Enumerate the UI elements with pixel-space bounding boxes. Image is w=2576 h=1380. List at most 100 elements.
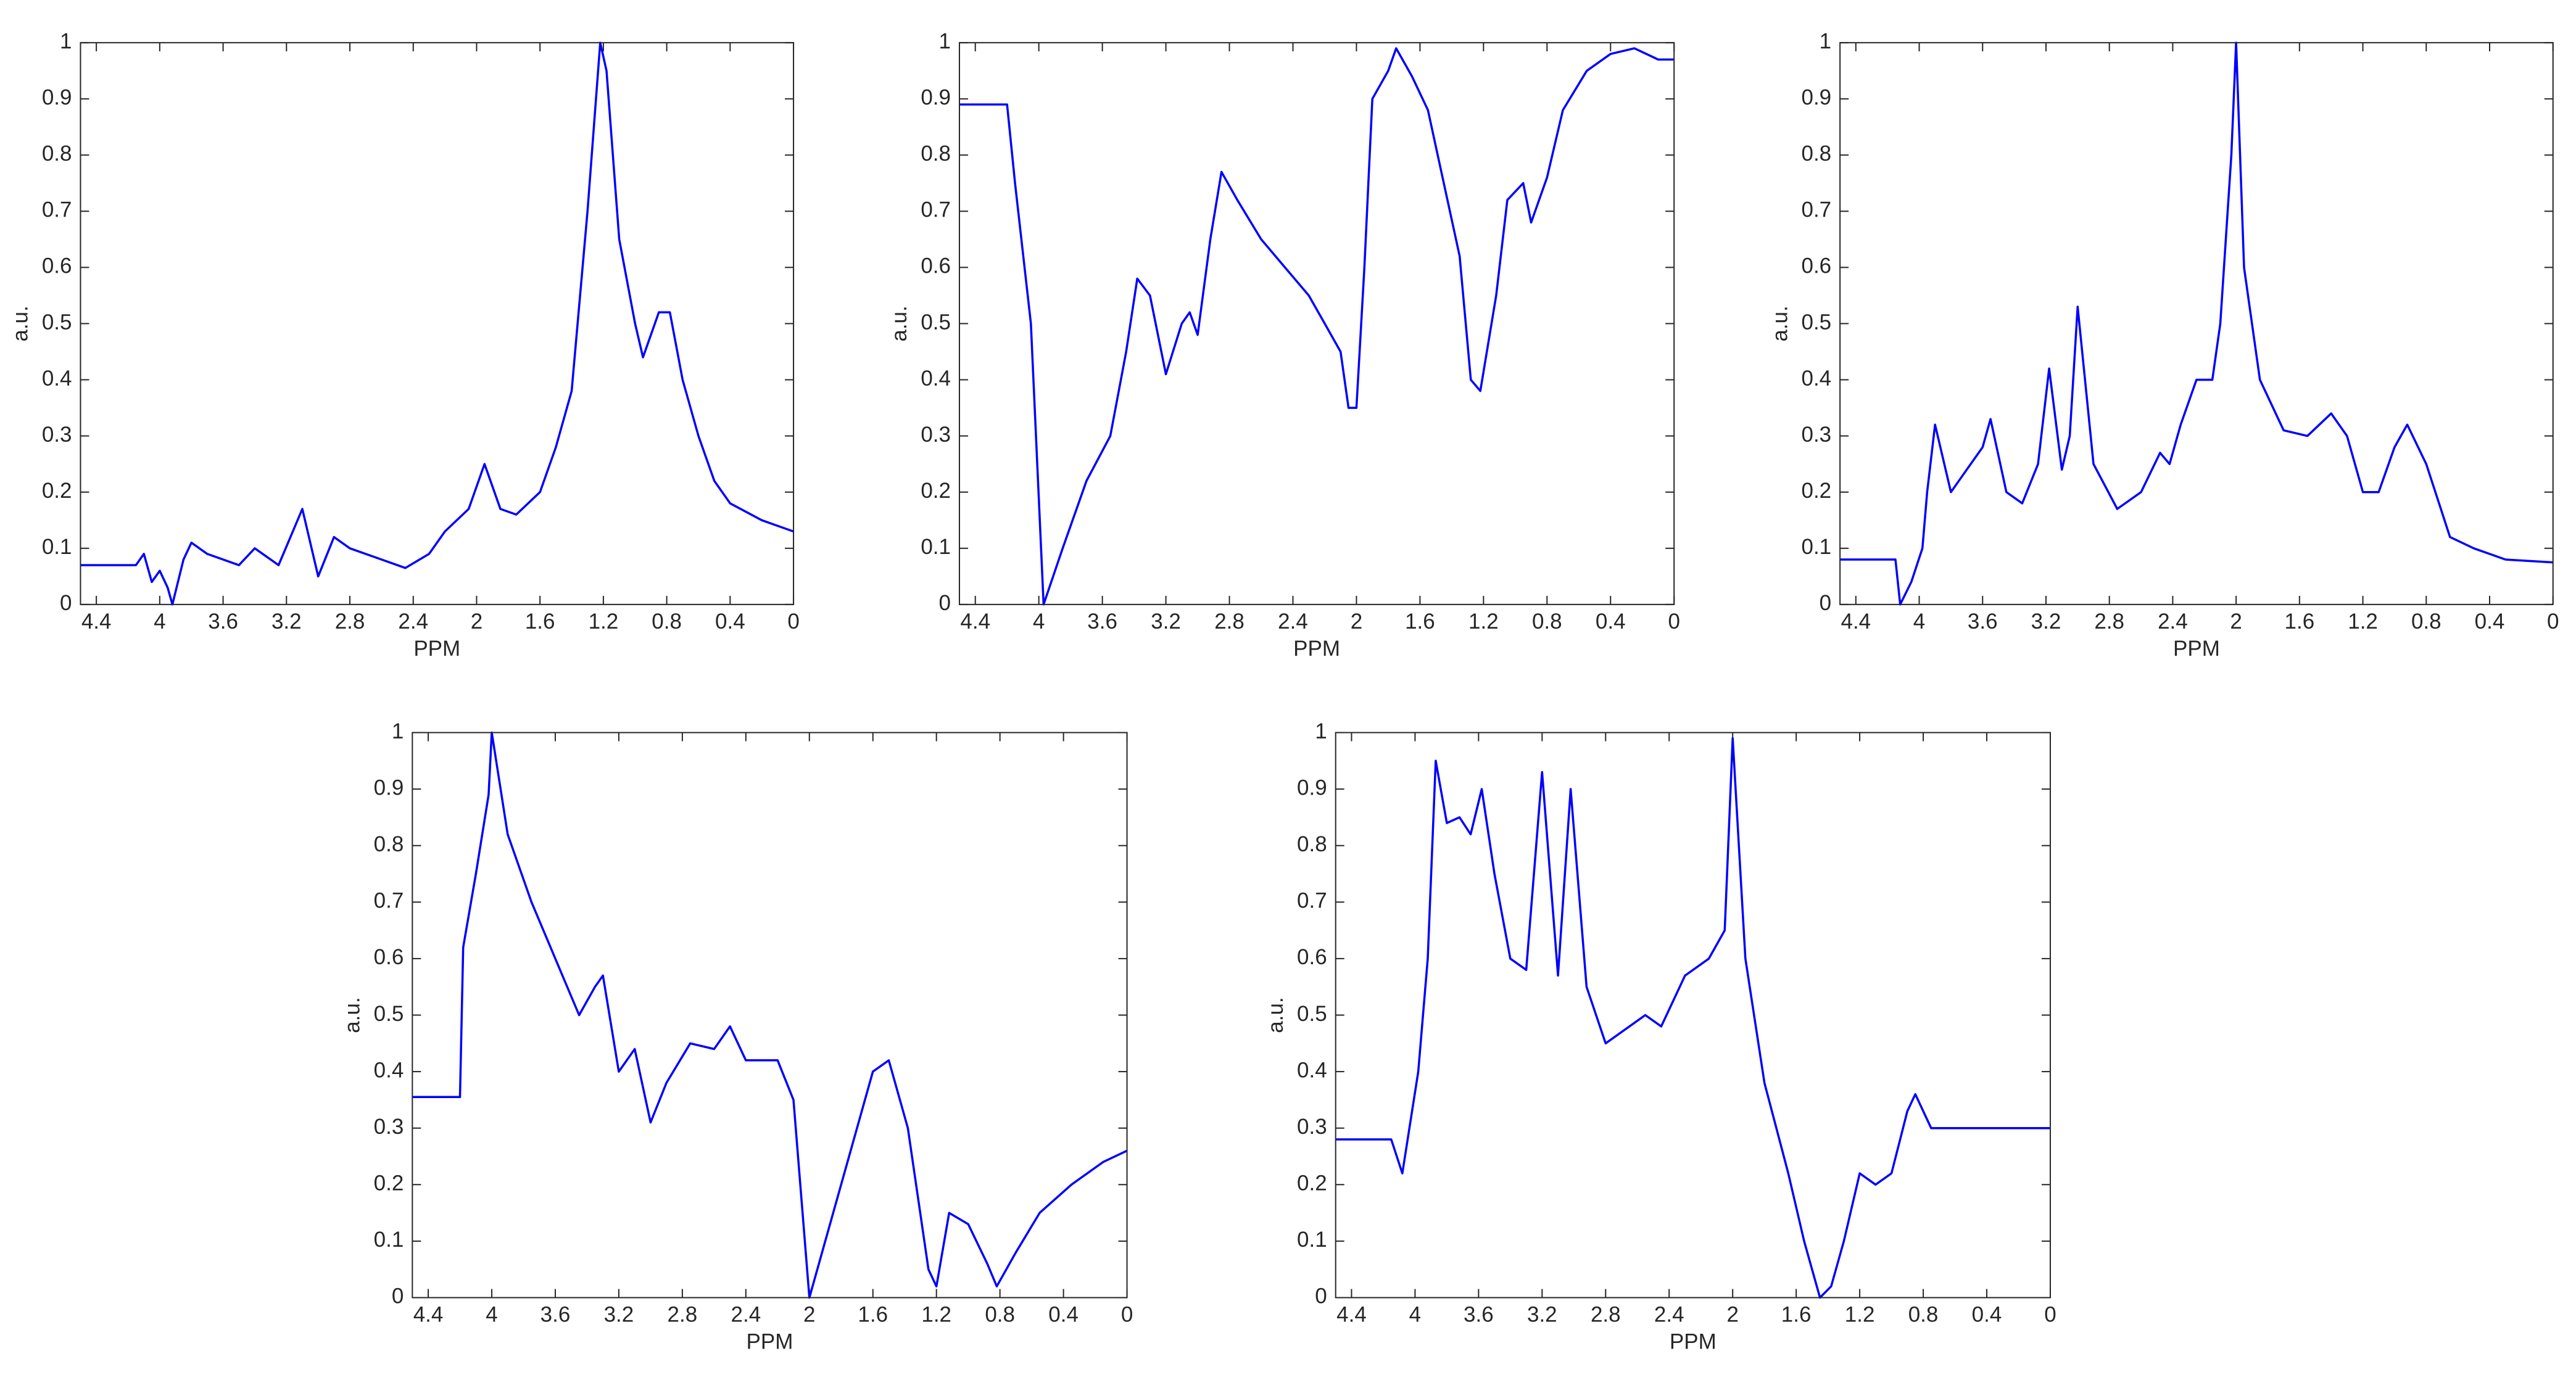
y-tick-label: 0.1 <box>1297 1228 1327 1252</box>
y-tick-label: 0.3 <box>1801 423 1831 447</box>
y-tick-label: 0.4 <box>374 1058 404 1082</box>
x-tick-label: 1.6 <box>1405 609 1435 634</box>
x-tick-label: 2.4 <box>398 609 428 634</box>
x-tick-label: 0.8 <box>985 1303 1015 1327</box>
x-tick-label: 0.4 <box>1596 609 1626 634</box>
x-tick-label: 0.4 <box>2475 609 2505 634</box>
y-tick-label: 0.2 <box>1297 1171 1327 1196</box>
x-tick-label: 4 <box>1913 609 1925 634</box>
y-tick-label: 0.6 <box>1801 254 1831 278</box>
x-tick-label: 2.8 <box>1591 1303 1621 1327</box>
x-tick-label: 2.4 <box>1278 609 1308 634</box>
x-tick-label: 4 <box>1033 609 1045 634</box>
y-tick-label: 0.2 <box>1801 479 1831 503</box>
y-tick-label: 0.5 <box>42 310 72 334</box>
x-axis-label: PPM <box>1670 1330 1717 1354</box>
y-tick-label: 0.5 <box>1297 1002 1327 1026</box>
y-tick-label: 0.5 <box>921 310 951 334</box>
y-axis-label: a.u. <box>1264 997 1288 1033</box>
x-tick-label: 0 <box>1668 609 1679 634</box>
x-tick-label: 1.6 <box>525 609 555 634</box>
plot-frame <box>80 42 795 605</box>
y-tick-label: 1 <box>392 719 404 743</box>
x-tick-label: 1.2 <box>2348 609 2378 634</box>
y-tick-label: 0.3 <box>921 423 951 447</box>
y-tick-label: 0.7 <box>1297 889 1327 913</box>
x-tick-label: 3.6 <box>540 1303 571 1327</box>
x-tick-label: 3.6 <box>1464 1303 1494 1327</box>
x-tick-label: 1.6 <box>2285 609 2315 634</box>
plot-frame <box>958 42 1675 605</box>
y-tick-label: 0.8 <box>921 142 951 166</box>
y-tick-label: 1 <box>1315 719 1327 743</box>
x-tick-label: 0 <box>1121 1303 1133 1327</box>
data-line <box>1335 737 2050 1299</box>
x-tick-label: 2 <box>471 609 482 634</box>
x-tick-label: 4.4 <box>413 1303 444 1327</box>
data-line <box>80 41 794 606</box>
data-line <box>412 731 1128 1299</box>
x-tick-label: 0 <box>2547 609 2559 634</box>
x-tick-label: 1.2 <box>1468 609 1499 634</box>
x-tick-label: 0.8 <box>1908 1303 1939 1327</box>
y-tick-label: 0.6 <box>1297 945 1327 969</box>
x-tick-label: 0.4 <box>1048 1303 1079 1327</box>
y-tick-label: 0.9 <box>374 775 404 799</box>
y-tick-label: 0 <box>1820 591 1831 615</box>
y-tick-label: 0.6 <box>921 254 951 278</box>
y-tick-label: 0.4 <box>1801 366 1831 390</box>
y-tick-label: 0.3 <box>1297 1115 1327 1139</box>
x-axis-label: PPM <box>2173 637 2220 661</box>
y-tick-label: 0.9 <box>1801 86 1831 110</box>
x-tick-label: 2 <box>1351 609 1362 634</box>
panel: 4.4 4 3.6 3.2 2.8 2.4 2 1.6 1.2 0.8 0.4 0 0 0.1 0.2 0.3… <box>9 29 800 661</box>
y-tick-label: 0.1 <box>42 535 72 559</box>
y-axis-label: a.u. <box>341 997 365 1033</box>
y-tick-label: 0 <box>939 591 951 615</box>
x-tick-label: 4.4 <box>1841 609 1871 634</box>
y-tick-label: 0.9 <box>1297 775 1327 799</box>
y-tick-label: 0 <box>392 1284 404 1308</box>
panel: 4.4 4 3.6 3.2 2.8 2.4 2 1.6 1.2 0.8 0.4 0 0 0.1 0.2 0.3… <box>887 29 1680 661</box>
x-tick-label: 1.2 <box>589 609 619 634</box>
plot-frame <box>1839 42 2554 605</box>
x-tick-label: 2.8 <box>668 1303 698 1327</box>
y-tick-label: 0.6 <box>42 254 72 278</box>
y-tick-label: 0.2 <box>921 479 951 503</box>
x-tick-label: 2.8 <box>335 609 365 634</box>
y-tick-label: 1 <box>1820 29 1831 53</box>
panel: 4.4 4 3.6 3.2 2.8 2.4 2 1.6 1.2 0.8 0.4 0 0 0.1 0.2 0.3… <box>1264 719 2056 1354</box>
x-tick-label: 0.8 <box>652 609 682 634</box>
y-tick-label: 0.9 <box>42 86 72 110</box>
x-tick-label: 3.2 <box>604 1303 634 1327</box>
x-tick-label: 1.6 <box>1781 1303 1812 1327</box>
x-axis-label: PPM <box>413 637 460 661</box>
x-tick-label: 3.6 <box>208 609 238 634</box>
x-tick-label: 4 <box>154 609 165 634</box>
y-tick-label: 0 <box>60 591 72 615</box>
x-tick-label: 0.8 <box>1532 609 1562 634</box>
plot-frame <box>412 732 1128 1299</box>
y-tick-label: 0.7 <box>42 198 72 222</box>
y-tick-label: 0 <box>1315 1284 1327 1308</box>
y-tick-label: 0.7 <box>921 198 951 222</box>
y-tick-label: 0.7 <box>374 889 404 913</box>
x-tick-label: 0.8 <box>2411 609 2441 634</box>
x-axis-label: PPM <box>747 1330 793 1354</box>
x-tick-label: 2.4 <box>1654 1303 1684 1327</box>
x-tick-label: 4.4 <box>960 609 990 634</box>
x-tick-label: 3.2 <box>1527 1303 1557 1327</box>
y-tick-label: 0.8 <box>1801 142 1831 166</box>
x-axis-label: PPM <box>1293 637 1340 661</box>
x-tick-label: 3.2 <box>271 609 302 634</box>
y-axis-label: a.u. <box>887 305 911 341</box>
x-tick-label: 3.6 <box>1087 609 1117 634</box>
y-tick-label: 0.3 <box>42 423 72 447</box>
y-tick-label: 0.8 <box>374 832 404 856</box>
x-tick-label: 3.2 <box>1151 609 1181 634</box>
y-tick-label: 1 <box>60 29 72 53</box>
x-tick-label: 1.6 <box>858 1303 888 1327</box>
x-tick-label: 0 <box>2044 1303 2056 1327</box>
